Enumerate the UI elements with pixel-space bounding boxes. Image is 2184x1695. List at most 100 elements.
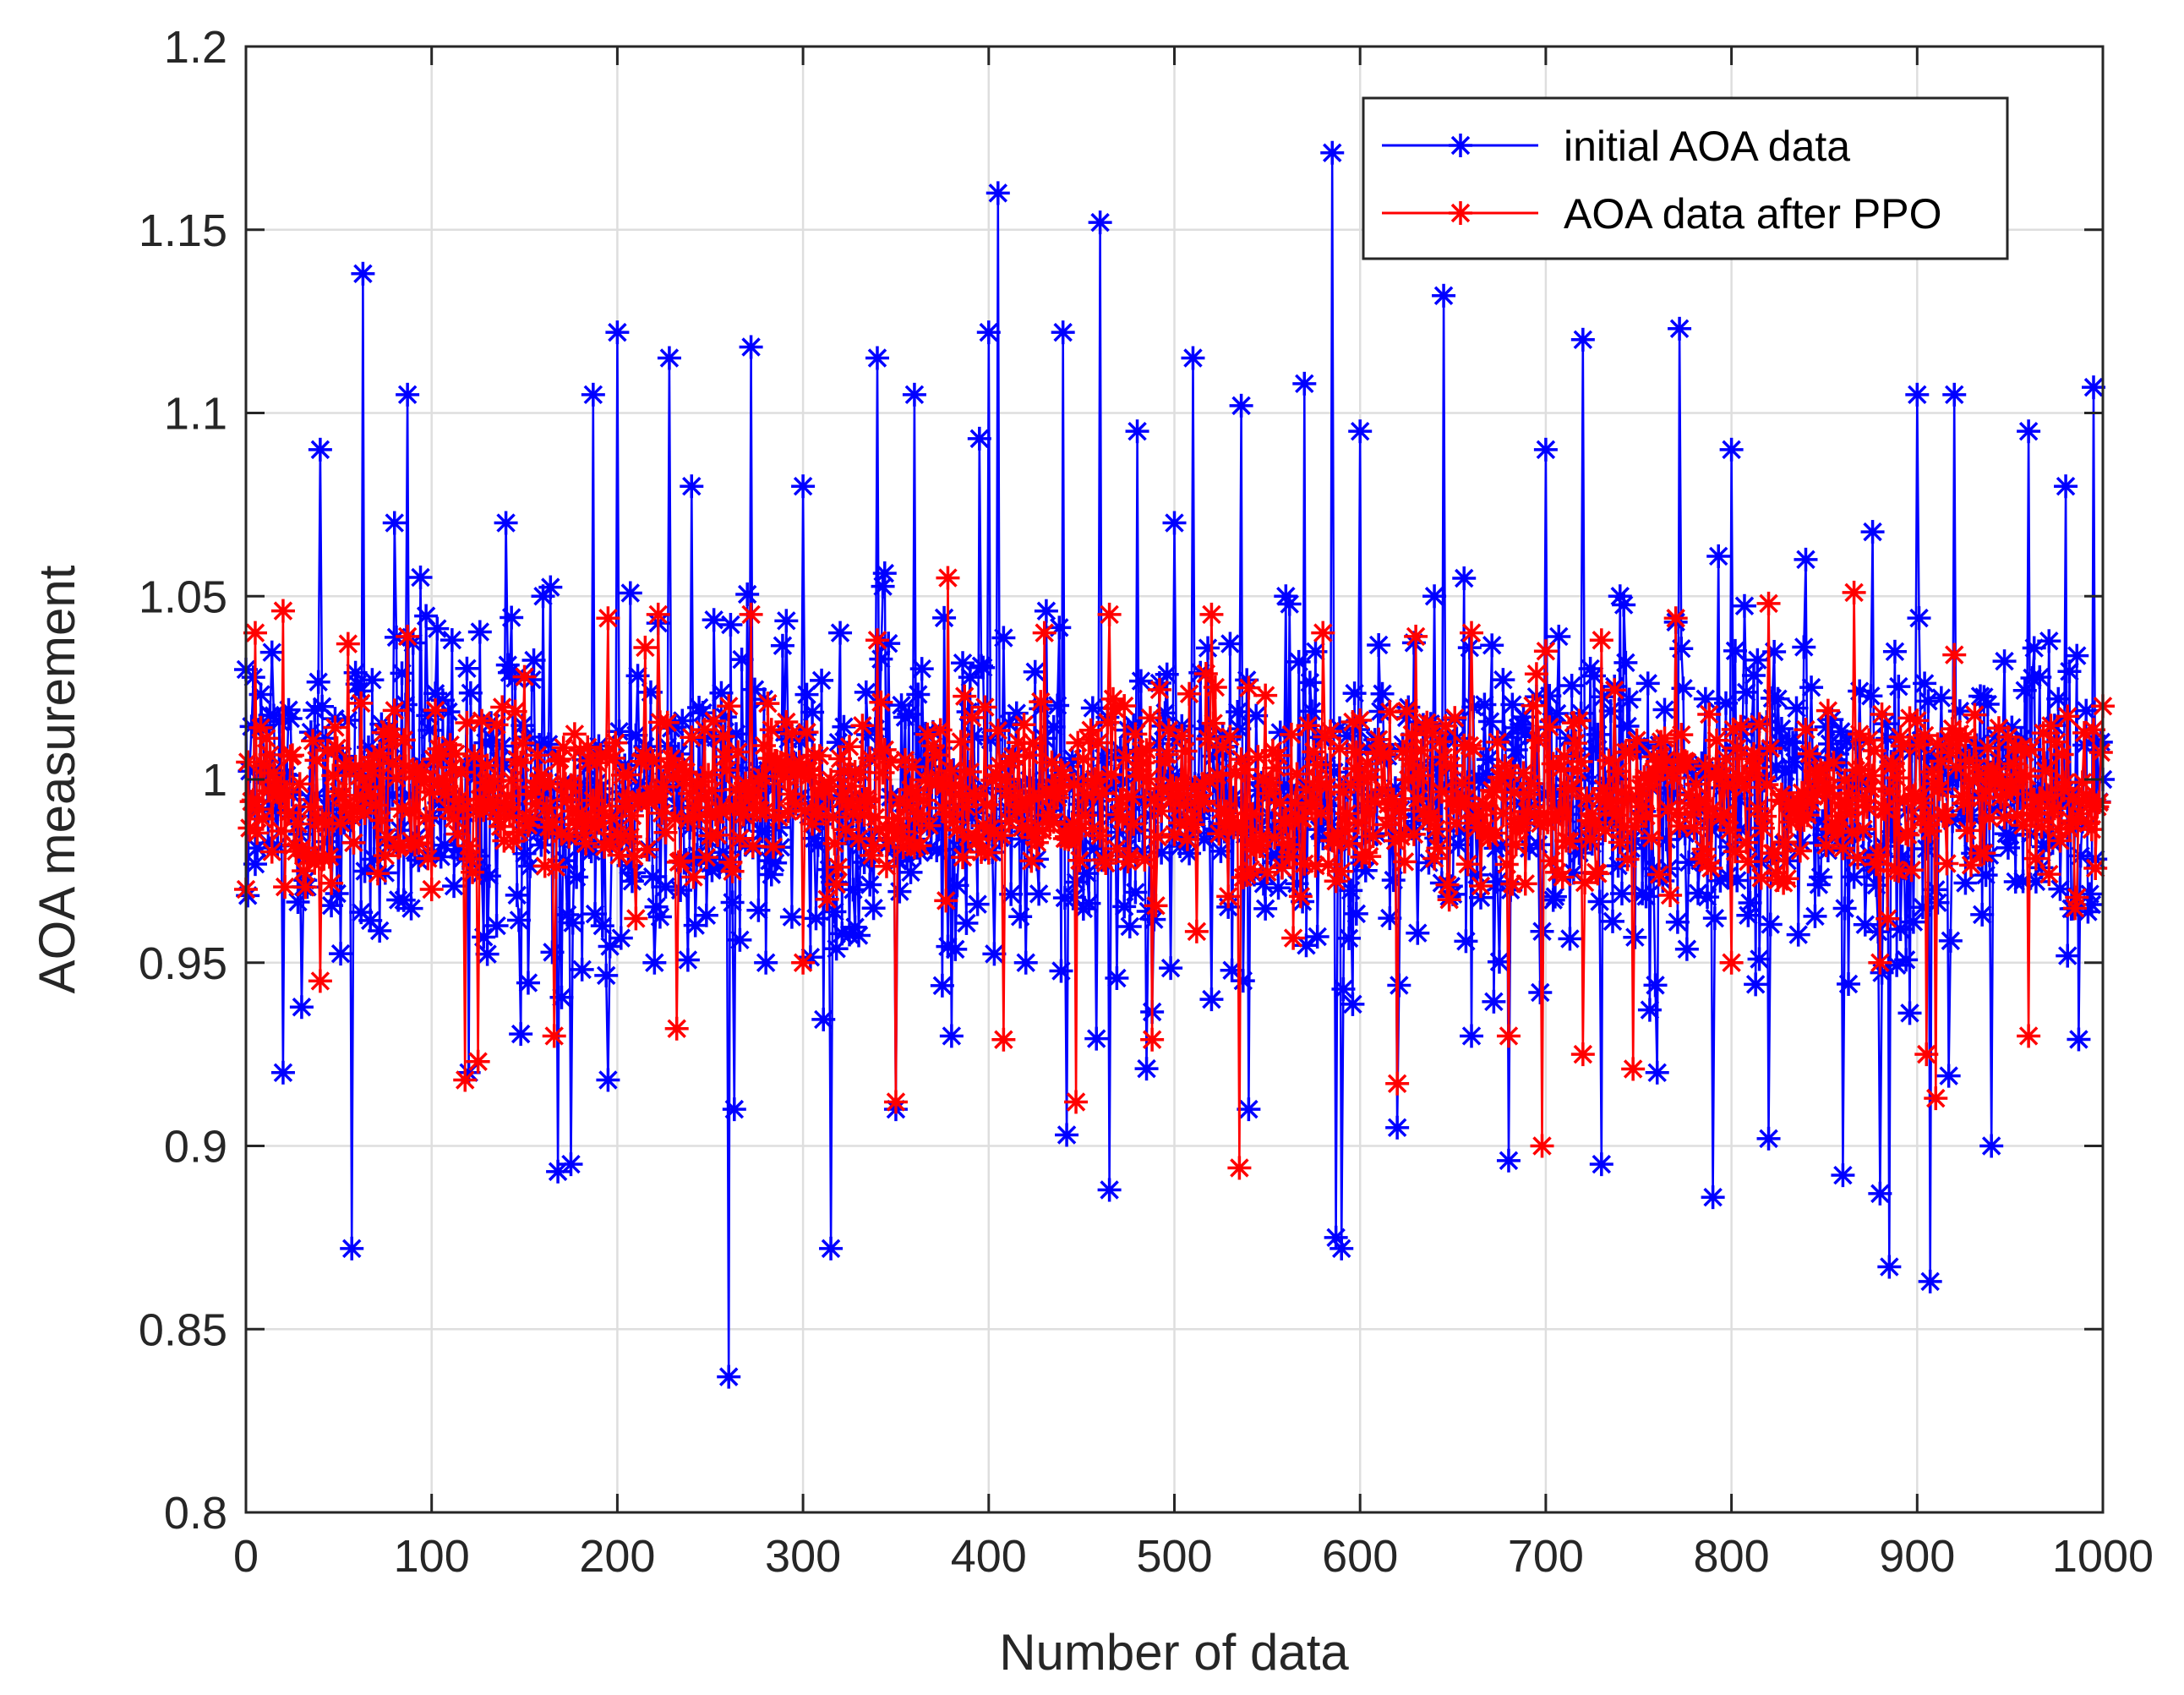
data-point xyxy=(1086,730,1111,755)
data-point xyxy=(1838,801,1863,825)
data-point xyxy=(1055,1123,1079,1147)
data-point xyxy=(1387,798,1411,823)
data-point xyxy=(653,874,678,899)
data-point xyxy=(1145,825,1170,850)
data-point xyxy=(1472,692,1497,717)
data-point xyxy=(847,923,871,948)
data-point xyxy=(680,725,704,750)
data-point xyxy=(258,742,282,767)
data-point xyxy=(1842,580,1866,604)
data-point xyxy=(887,879,912,904)
data-point xyxy=(1756,1126,1781,1151)
y-tick-label: 1.2 xyxy=(164,22,227,73)
data-point xyxy=(1747,947,1772,971)
data-point xyxy=(1337,926,1362,950)
x-tick-label: 100 xyxy=(394,1531,470,1582)
data-point xyxy=(717,694,741,719)
data-point xyxy=(1669,637,1694,661)
data-point xyxy=(1558,927,1582,951)
data-point xyxy=(500,605,524,630)
data-point xyxy=(1745,648,1770,672)
data-point xyxy=(603,730,628,755)
data-point xyxy=(986,181,1010,205)
data-point xyxy=(702,608,726,632)
data-point xyxy=(1570,1042,1595,1067)
data-point xyxy=(1331,977,1356,1002)
data-point xyxy=(1732,593,1756,618)
data-point xyxy=(902,382,926,407)
data-point xyxy=(1786,922,1810,947)
data-point xyxy=(1159,956,1183,981)
data-point xyxy=(1300,699,1324,724)
data-point xyxy=(657,346,681,370)
data-point xyxy=(774,609,799,633)
x-tick-label: 900 xyxy=(1879,1531,1955,1582)
data-point xyxy=(1469,874,1493,899)
data-point xyxy=(1886,675,1911,699)
data-point xyxy=(923,743,947,768)
data-point xyxy=(254,726,279,751)
data-point xyxy=(1504,833,1528,857)
data-point xyxy=(1344,901,1368,926)
data-point xyxy=(1586,722,1610,746)
data-point xyxy=(538,575,563,599)
data-point xyxy=(1170,724,1194,748)
data-point xyxy=(1029,690,1053,714)
data-point xyxy=(2054,474,2078,499)
data-point xyxy=(1266,876,1291,900)
data-point xyxy=(1975,736,2000,761)
data-point xyxy=(1955,818,1979,843)
data-point xyxy=(1196,636,1220,660)
data-point xyxy=(965,892,990,916)
data-point xyxy=(2048,877,2072,901)
data-point xyxy=(1513,872,1537,896)
data-point xyxy=(1328,736,1352,761)
data-point xyxy=(750,764,774,789)
data-point xyxy=(791,950,816,975)
data-point xyxy=(1049,959,1073,983)
data-point xyxy=(2065,643,2089,668)
data-point xyxy=(1634,884,1658,909)
data-point xyxy=(1305,925,1330,949)
data-point xyxy=(1550,865,1575,889)
data-point xyxy=(653,820,678,845)
data-point xyxy=(991,1027,1016,1052)
data-point xyxy=(960,705,985,730)
data-point xyxy=(1663,606,1688,631)
data-point xyxy=(511,730,535,755)
data-point xyxy=(1253,683,1278,708)
data-point xyxy=(451,796,476,821)
data-point xyxy=(560,910,585,935)
data-point xyxy=(1530,919,1554,943)
series-ppo xyxy=(234,566,2115,1180)
data-point xyxy=(484,713,509,737)
data-point xyxy=(1582,664,1607,688)
data-point xyxy=(819,1236,844,1260)
data-point xyxy=(1218,724,1242,749)
data-point xyxy=(770,633,794,658)
data-point xyxy=(308,969,332,993)
data-point xyxy=(1897,1001,1922,1025)
data-point xyxy=(1461,736,1486,761)
data-point xyxy=(953,684,977,708)
data-point xyxy=(1914,1042,1939,1067)
data-point xyxy=(694,845,718,870)
data-point xyxy=(936,566,960,590)
data-point xyxy=(1918,1269,1942,1293)
data-point xyxy=(618,581,642,605)
data-point xyxy=(1237,1097,1261,1122)
x-tick-label: 300 xyxy=(765,1531,841,1582)
data-point xyxy=(1701,1185,1725,1210)
data-point xyxy=(1788,839,1812,863)
data-point xyxy=(516,971,540,995)
data-point xyxy=(477,864,501,889)
data-point xyxy=(1226,699,1250,724)
data-point xyxy=(1744,756,1768,780)
y-axis-label: AOA measurement xyxy=(29,565,85,993)
data-point xyxy=(1674,750,1699,774)
data-point xyxy=(419,878,444,902)
data-point xyxy=(319,871,344,895)
data-point xyxy=(1717,818,1742,843)
data-point xyxy=(1646,862,1671,887)
data-point xyxy=(1395,699,1419,724)
